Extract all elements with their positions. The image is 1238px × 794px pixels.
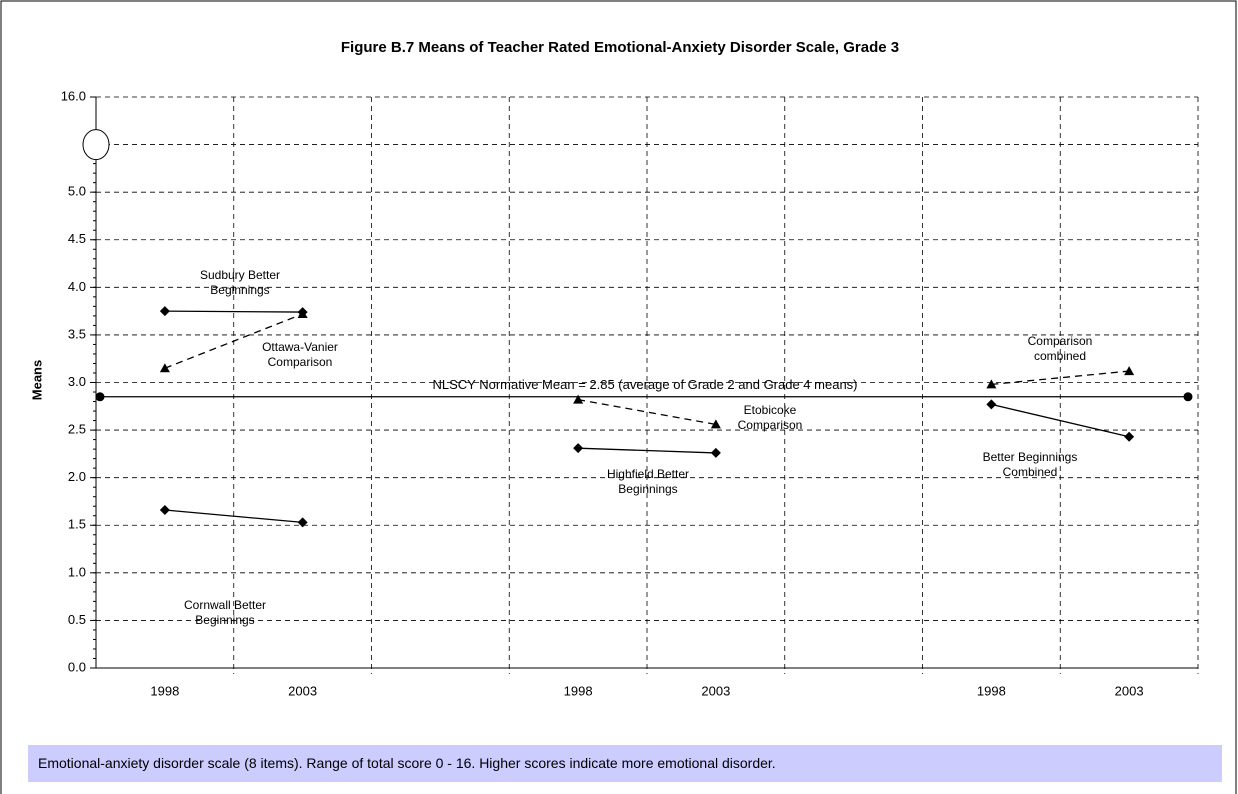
y-tick-label: 1.0	[68, 564, 86, 579]
y-tick-label: 0.5	[68, 612, 86, 627]
series-label: Sudbury Better Beginnings	[199, 268, 281, 297]
axis-break	[82, 129, 110, 161]
triangle-marker	[1124, 366, 1135, 376]
footnote: Emotional-anxiety disorder scale (8 item…	[28, 745, 1222, 782]
x-tick-label: 2003	[701, 683, 730, 698]
y-tick-label: 1.5	[68, 517, 86, 532]
y-tick-label: 4.0	[68, 279, 86, 294]
series-label: Highfield Better Beginnings	[606, 467, 690, 496]
series-line	[578, 447, 716, 454]
triangle-marker	[159, 363, 170, 373]
diamond-marker	[159, 306, 170, 317]
series-label: Better Beginnings Combined	[982, 450, 1078, 479]
series-line	[164, 313, 303, 369]
diamond-marker	[159, 505, 170, 516]
y-tick-label: 16.0	[61, 88, 86, 103]
y-tick-label: 4.5	[68, 231, 86, 246]
series-label: Ottawa-Vanier Comparison	[262, 340, 338, 369]
triangle-marker	[710, 419, 721, 429]
y-axis-label: Means	[29, 360, 44, 400]
diamond-marker	[573, 443, 584, 454]
series-label: Etobicoke Comparison	[737, 403, 803, 432]
x-tick-label: 2003	[288, 683, 317, 698]
triangle-marker	[297, 308, 308, 318]
series-line	[991, 403, 1130, 438]
series-label: Cornwall Better Beginnings	[183, 598, 267, 627]
y-tick-label: 3.0	[68, 374, 86, 389]
reference-marker	[95, 392, 105, 402]
series-line	[164, 310, 303, 313]
diamond-marker	[710, 447, 721, 458]
diamond-marker	[297, 517, 308, 528]
diamond-marker	[986, 399, 997, 410]
y-tick-label: 2.5	[68, 422, 86, 437]
triangle-marker	[986, 379, 997, 389]
x-tick-label: 1998	[150, 683, 179, 698]
series-label: Comparison combined	[1027, 334, 1093, 363]
triangle-marker	[573, 394, 584, 404]
x-tick-label: 2003	[1115, 683, 1144, 698]
diamond-marker	[1124, 431, 1135, 442]
x-tick-label: 1998	[564, 683, 593, 698]
reference-label: NLSCY Normative Mean = 2.85 (average of …	[432, 377, 857, 392]
reference-marker	[1183, 392, 1193, 402]
series-line	[164, 509, 303, 524]
y-tick-label: 2.0	[68, 469, 86, 484]
x-tick-label: 1998	[977, 683, 1006, 698]
chart-title: Figure B.7 Means of Teacher Rated Emotio…	[341, 39, 899, 56]
y-tick-label: 3.5	[68, 326, 86, 341]
y-tick-label: 5.0	[68, 184, 86, 199]
y-tick-label: 0.0	[68, 659, 86, 674]
